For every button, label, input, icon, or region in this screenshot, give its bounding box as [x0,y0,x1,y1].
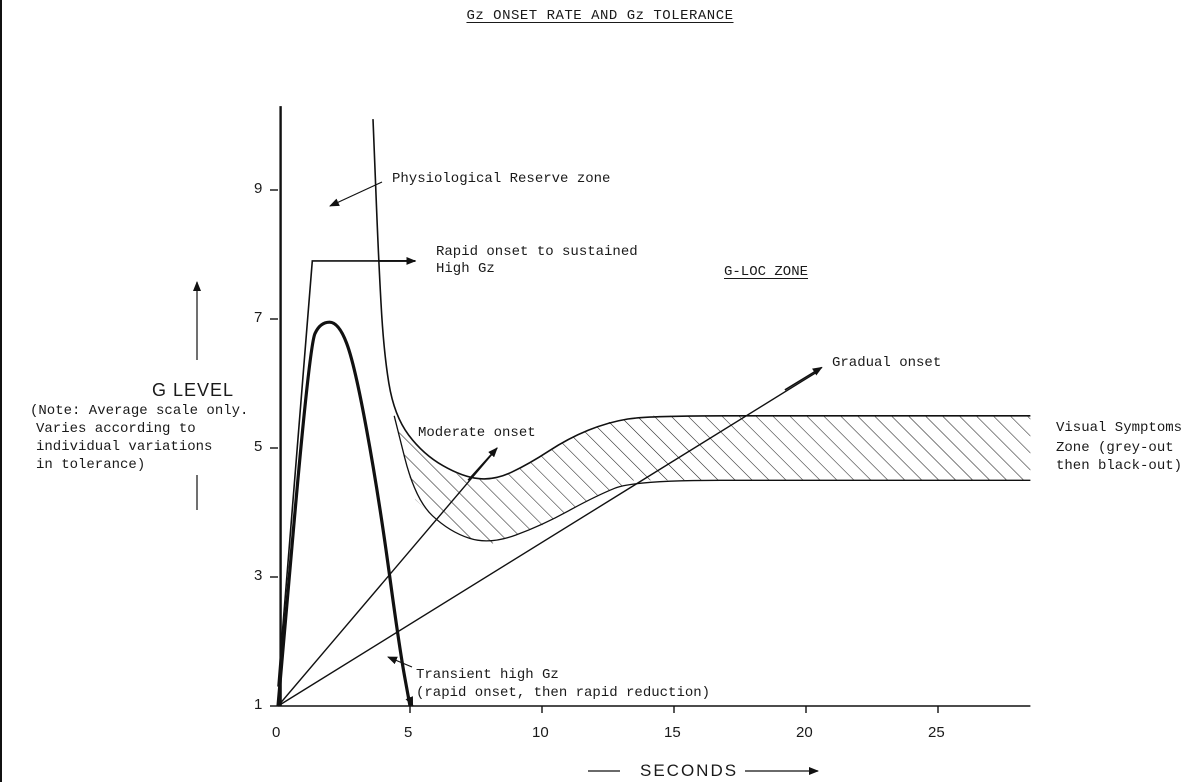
note-line3: individual variations [36,439,213,455]
transient-end-arrow [405,692,414,707]
x-tick-label: 15 [664,724,681,741]
x-tick-label: 0 [272,724,281,741]
rapid-onset-label-line1: Rapid onset to sustained [436,244,638,260]
physiological-reserve-pointer [329,181,383,207]
x-tick-label: 5 [404,724,413,741]
moderate-onset-arrow [467,447,498,481]
physiological-reserve-label: Physiological Reserve zone [392,171,611,187]
x-tick-label: 20 [796,724,813,741]
transient-label-line1: Transient high Gz [416,667,559,683]
visual-symptoms-label-line3: then black-out) [1056,458,1183,474]
x-tick-label: 10 [532,724,549,741]
seconds-axis-label: SECONDS [640,761,739,780]
left-edge-rule [0,0,2,782]
x-tick-label: 25 [928,724,945,741]
transient-high-gz-curve [276,320,412,707]
visual-symptoms-label-line1: Visual Symptoms [1056,420,1183,436]
rapid-onset-label-line2: High Gz [436,261,495,277]
gradual-onset-label: Gradual onset [832,355,942,371]
note-line1: (Note: Average scale only. [30,403,249,419]
visual-symptoms-label-line2: Zone (grey-out [1056,440,1174,456]
moderate-onset-label: Moderate onset [418,425,536,441]
gloc-zone-label: G-LOC ZONE [724,264,809,280]
note-line2: Varies according to [36,421,196,437]
transient-label-line2: (rapid onset, then rapid reduction) [416,685,711,701]
y-tick-label: 1 [254,696,263,713]
visual-zone-lower-boundary [393,415,1031,542]
diagram-title-text: Gz ONSET RATE AND Gz TOLERANCE [466,8,734,24]
moderate-onset-line [277,453,493,707]
g-level-axis-label: G LEVEL [152,380,235,400]
gradual-onset-arrow [784,366,823,391]
diagram-title: Gz ONSET RATE AND Gz TOLERANCE [0,8,1200,24]
y-tick-label: 9 [254,180,263,197]
physiological-reserve-curve [372,119,1031,480]
y-tick-label: 3 [254,567,263,584]
y-tick-label: 5 [254,438,263,455]
gradual-onset-line [277,370,820,707]
note-line4: in tolerance) [36,457,146,473]
y-tick-label: 7 [254,309,263,326]
transient-label-pointer [387,656,413,668]
